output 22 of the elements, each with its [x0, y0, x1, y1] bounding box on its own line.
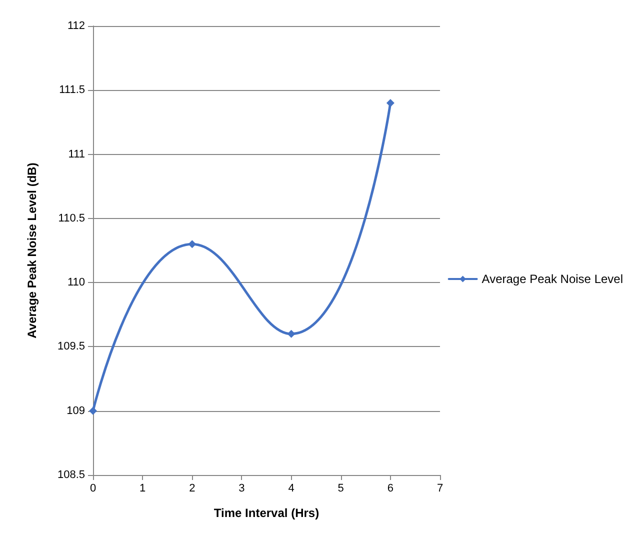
y-tick-label: 110.5	[58, 212, 85, 224]
point	[287, 330, 296, 338]
y-axis-title: Average Peak Noise Level (dB)	[25, 162, 39, 338]
point	[188, 240, 196, 248]
x-tick-label: 1	[140, 482, 146, 494]
x-tick-label: 3	[238, 482, 245, 494]
legend-label: Average Peak Noise Level	[482, 272, 624, 286]
y-tick-label: 111.5	[59, 84, 85, 96]
y-tick-label: 109	[66, 404, 85, 417]
x-tick-label: 0	[90, 482, 96, 494]
x-tick-label: 2	[189, 482, 196, 494]
x-tick-label: 7	[436, 482, 444, 494]
y-tick-label: 112	[67, 20, 85, 32]
x-axis-title: Time Interval (Hrs)	[214, 506, 320, 520]
point	[386, 98, 394, 107]
x-tick-label: 4	[288, 482, 294, 494]
y-tick-label: 110	[67, 276, 85, 289]
y-tick-label: 111	[68, 148, 85, 160]
x-tick-label: 6	[387, 482, 394, 494]
y-tick-label: 108.5	[57, 469, 85, 481]
x-tick-label: 5	[338, 482, 344, 494]
y-tick-label: 109.5	[57, 340, 85, 353]
